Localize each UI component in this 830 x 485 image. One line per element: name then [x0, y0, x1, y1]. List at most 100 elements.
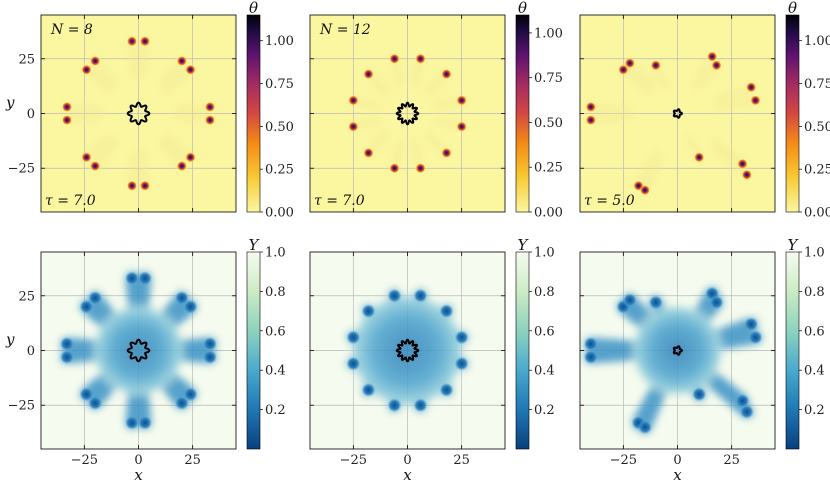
data-point: [176, 55, 187, 66]
data-point: [387, 288, 402, 303]
data-point: [138, 415, 152, 430]
colorbar-tick-label: 0.25: [804, 163, 830, 178]
colorbar: [785, 251, 800, 450]
time-annotation: τ = 7.0: [314, 193, 365, 209]
colorbar-tick-label: 0.8: [265, 285, 286, 300]
data-point: [441, 69, 452, 80]
y-axis-label: y: [5, 94, 15, 112]
data-point: [618, 64, 629, 75]
halo: [585, 112, 635, 126]
x-tick-label: 25: [723, 453, 740, 468]
center-contour: [126, 338, 151, 363]
halo: [62, 112, 105, 126]
colorbar-tick-label: 0.2: [534, 403, 555, 418]
halo: [157, 137, 187, 172]
data-point: [185, 152, 196, 163]
colorbar-label: Y: [518, 236, 530, 254]
colorbar-tick-label: 0.4: [804, 364, 825, 379]
data-point: [346, 356, 361, 371]
colorbar-tick-label: 0.50: [534, 116, 563, 131]
colorbar-tick-label: 0.75: [534, 71, 563, 86]
x-axis-label: x: [403, 466, 412, 484]
center-contour: [672, 108, 683, 119]
parameter-annotation: N = 12: [319, 22, 371, 38]
y-tick-label: −25: [8, 162, 35, 177]
x-axis-label: x: [673, 466, 682, 484]
data-point: [203, 350, 217, 365]
x-tick-label: 0: [403, 453, 411, 468]
x-tick-label: 0: [134, 453, 142, 468]
data-point: [454, 356, 469, 371]
halo: [137, 36, 150, 79]
colorbar-tick-label: 0.2: [265, 403, 286, 418]
x-tick-label: 25: [453, 453, 470, 468]
data-point: [735, 393, 750, 408]
halo: [90, 137, 120, 172]
data-point: [583, 336, 598, 351]
colorbar-tick-label: 0.00: [265, 206, 294, 221]
data-point: [88, 396, 103, 411]
colorbar-tick-label: 0.75: [804, 77, 830, 92]
halo: [62, 101, 105, 115]
y-tick-label: 25: [18, 289, 35, 304]
data-point: [456, 121, 467, 132]
colorbar: [246, 14, 261, 213]
data-point: [456, 95, 467, 106]
data-point: [389, 53, 400, 64]
data-point: [127, 36, 137, 47]
colorbar-tick-label: 1.0: [265, 246, 286, 261]
data-point: [622, 293, 637, 308]
data-point: [583, 350, 598, 365]
panel-5: −25 0 25 x Y 0.2 0.4 0.6 0.8 1.0: [309, 236, 555, 484]
data-point: [348, 95, 359, 106]
x-tick-label: −25: [71, 453, 98, 468]
data-point: [185, 64, 196, 75]
heatmap-6: [580, 252, 775, 449]
time-annotation: τ = 7.0: [45, 193, 96, 209]
data-point: [750, 95, 761, 106]
halo: [127, 36, 140, 79]
halo: [585, 101, 635, 115]
colorbar: [785, 14, 800, 213]
concentration-field: [346, 289, 469, 412]
parameter-annotation: N = 8: [50, 22, 93, 38]
data-point: [127, 180, 137, 191]
colorbar: [515, 251, 530, 450]
data-point: [439, 382, 454, 397]
halo: [172, 101, 215, 115]
center-glow: [90, 302, 187, 399]
colorbar-tick-label: 1.00: [534, 26, 563, 41]
colorbar-tick-label: 1.00: [265, 34, 294, 49]
y-tick-label: 0: [27, 344, 35, 359]
halo: [81, 64, 115, 95]
data-point: [183, 387, 198, 402]
data-point: [413, 398, 428, 413]
data-point: [415, 163, 426, 174]
data-point: [741, 169, 752, 180]
halo: [127, 148, 140, 191]
colorbar-tick-label: 0.6: [804, 324, 825, 339]
data-point: [90, 55, 101, 66]
x-tick-label: −25: [610, 453, 637, 468]
data-point: [650, 60, 661, 71]
data-point: [415, 53, 426, 64]
data-point: [174, 290, 189, 305]
data-point: [183, 299, 198, 314]
data-point: [454, 330, 469, 345]
halo: [624, 58, 657, 91]
data-point: [60, 336, 74, 351]
panel-2: N = 12 τ = 7.0 θ 0.00 0.25 0.50 0.75 1.00: [309, 0, 563, 221]
halo: [162, 64, 196, 95]
colorbar-tick-label: 0.50: [804, 120, 830, 135]
data-point: [692, 387, 707, 402]
colorbar-tick-label: 0.00: [534, 206, 563, 221]
data-point: [363, 147, 374, 158]
data-point: [737, 158, 748, 169]
data-point: [174, 396, 189, 411]
x-tick-label: −25: [340, 453, 367, 468]
halo: [81, 132, 115, 163]
colorbar-tick-label: 0.8: [804, 285, 825, 300]
center-glow: [629, 302, 726, 399]
data-point: [711, 60, 722, 71]
panel-6: −25 0 25 x Y 0.2 0.4 0.6 0.8 1.0: [579, 236, 825, 484]
